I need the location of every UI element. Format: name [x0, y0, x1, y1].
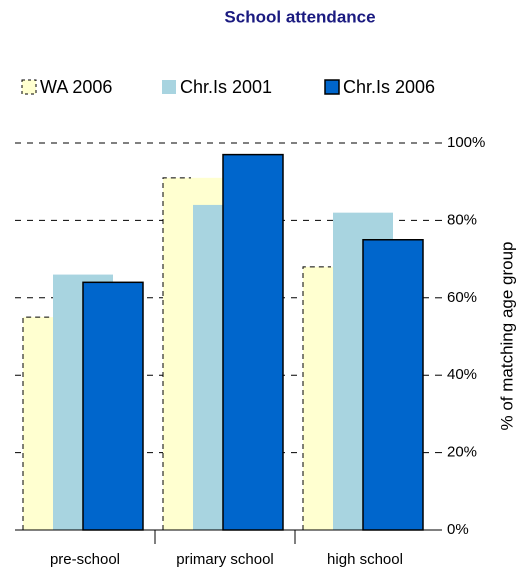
y-tick-label: 40% — [447, 366, 477, 383]
y-axis-label: % of matching age group — [497, 241, 516, 430]
chart-title: School attendance — [224, 7, 375, 26]
x-tick-label: primary school — [176, 551, 274, 568]
legend-swatch — [162, 80, 176, 94]
bar — [362, 239, 424, 531]
legend-label: WA 2006 — [40, 77, 112, 97]
x-tick-label: pre-school — [50, 551, 120, 568]
bar — [222, 153, 284, 531]
legend-swatch — [21, 79, 37, 95]
y-tick-label: 20% — [447, 444, 477, 461]
bar — [82, 281, 144, 531]
y-tick-label: 80% — [447, 211, 477, 228]
legend-label: Chr.Is 2006 — [343, 77, 435, 97]
bar-outline — [302, 266, 331, 530]
x-tick-label: high school — [327, 551, 403, 568]
legend-swatch — [324, 79, 340, 95]
y-tick-label: 60% — [447, 289, 477, 306]
y-tick-label: 100% — [447, 134, 485, 151]
bar-outline — [162, 177, 191, 530]
y-tick-label: 0% — [447, 521, 469, 538]
legend-label: Chr.Is 2001 — [180, 77, 272, 97]
